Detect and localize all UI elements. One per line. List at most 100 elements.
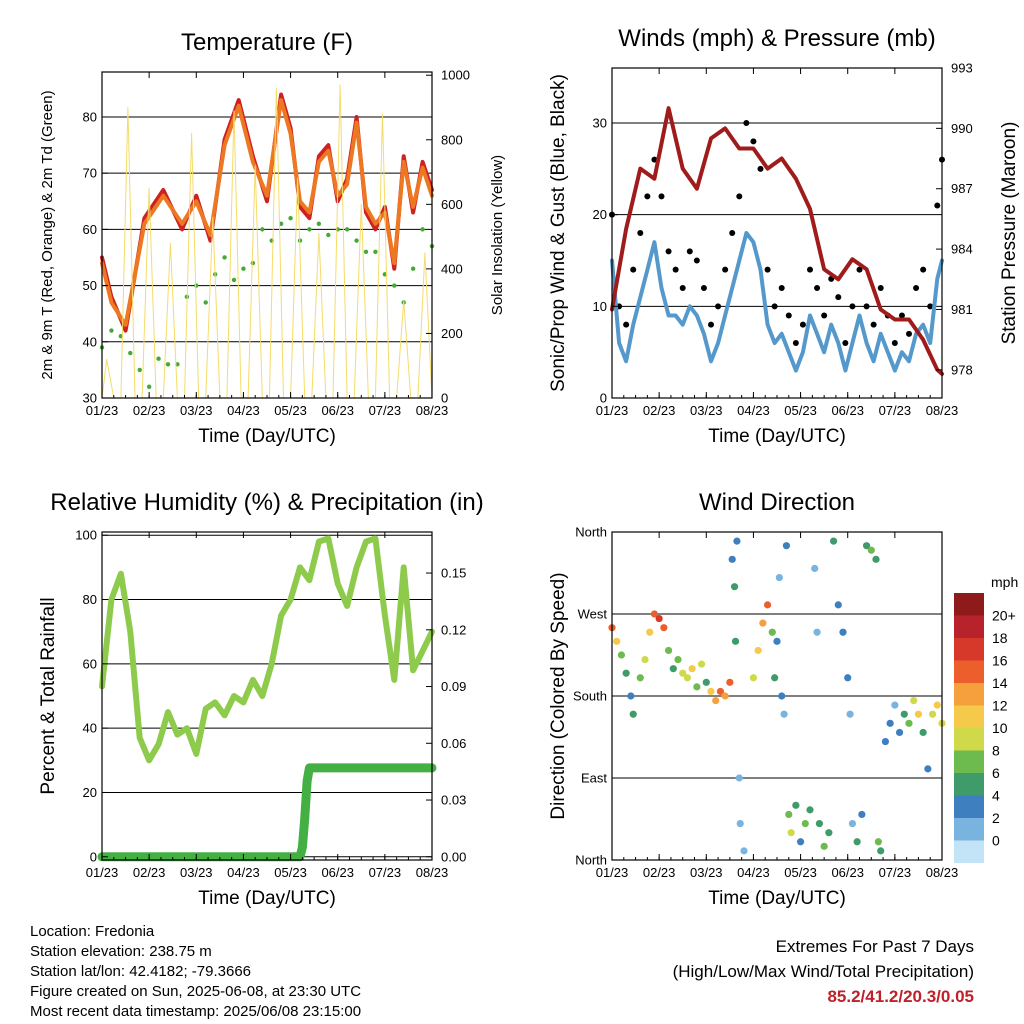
wind_direction-xtick-label: 04/23 [737, 865, 770, 880]
humidity-ytick-label: 60 [83, 656, 97, 671]
temperature-xtick-label: 01/23 [86, 403, 119, 418]
winds-gust-point [644, 193, 651, 200]
wind-direction-point [848, 819, 857, 828]
temperature-xlabel: Time (Day/UTC) [198, 426, 336, 447]
temperature-solar-line [101, 84, 433, 399]
wind_direction-ytick-label: North [575, 525, 607, 540]
winds-xtick-label: 02/23 [643, 403, 676, 418]
wind-direction-point [664, 646, 673, 655]
wind-direction-point [768, 628, 776, 636]
winds-gust-point [799, 321, 806, 328]
winds-gust-point [686, 248, 693, 255]
winds-gust-point [679, 285, 686, 291]
winds-gust-point [743, 120, 750, 126]
speed-legend-title: mph [991, 574, 1018, 590]
winds-gust-point [750, 138, 757, 145]
speed-legend-label: 8 [992, 743, 1000, 759]
wind_direction-ytick-label: East [581, 771, 607, 786]
station-latlon: Station lat/lon: 42.4182; -79.3666 [30, 963, 252, 980]
humidity-ytick-right-label: 0.12 [441, 622, 466, 637]
wind-direction-point [806, 806, 814, 814]
wind-direction-point [928, 710, 937, 718]
wind-direction-point [683, 674, 692, 682]
winds-gust-point [665, 248, 672, 255]
wind-direction-point [924, 765, 932, 773]
wind-direction-point [811, 564, 819, 573]
wind-direction-point [839, 628, 847, 636]
temperature-panel: Temperature (F) 01/23 02/23 03/23 04/23 05/23… [39, 29, 506, 447]
temperature-dewpoint-point [137, 367, 142, 373]
winds-ytick-right-label: 981 [951, 302, 973, 317]
winds-gust-point [693, 257, 700, 264]
speed-legend-swatch [954, 818, 984, 841]
wind-direction-point [728, 555, 736, 563]
wind-direction-point [910, 696, 918, 705]
extremes-legend: (High/Low/Max Wind/Total Precipitation) [672, 962, 974, 981]
temperature-ytick-label: 80 [83, 109, 97, 124]
wind-direction-point [834, 601, 842, 609]
winds-gust-point [863, 303, 870, 310]
winds-gust-point [785, 312, 792, 319]
temperature-xtick-label: 06/23 [321, 403, 354, 418]
temperature-dewpoint-point [194, 283, 199, 288]
wind-direction-point [735, 774, 743, 782]
winds-gust-point [891, 340, 898, 346]
speed-legend-label: 2 [992, 810, 1000, 826]
wind-direction-point [736, 819, 744, 828]
wind-direction-point [617, 651, 626, 659]
winds-gust-point [842, 340, 849, 346]
temperature-dewpoint-point [410, 266, 416, 271]
winds-gust-point [821, 312, 828, 319]
temperature-dewpoint-point [326, 232, 331, 238]
wind-direction-point [853, 838, 861, 846]
temperature-dewpoint-point [354, 238, 359, 243]
wind-direction-point [655, 614, 663, 623]
winds-gust-point [877, 285, 884, 291]
station-info: Location: Fredonia Station elevation: 23… [30, 922, 361, 1022]
temperature-dewpoint-point [373, 249, 378, 255]
wind-direction-point [712, 696, 720, 705]
wind-direction-point [846, 710, 854, 718]
speed-legend-label: 18 [992, 630, 1008, 646]
winds-xtick-label: 07/23 [879, 403, 912, 418]
winds-ytick-label: 10 [593, 299, 607, 314]
temperature-dewpoint-point [203, 300, 208, 305]
speed-legend-label: 12 [992, 698, 1008, 714]
wind-direction-point [905, 719, 913, 727]
winds-gust-point [736, 193, 743, 200]
wind_direction-xtick-label: 06/23 [831, 865, 864, 880]
temperature-ytick-label: 30 [83, 391, 97, 406]
wind_direction-ytick-label: South [573, 689, 607, 704]
temperature-dewpoint-point [156, 356, 161, 361]
wind-direction-point [641, 655, 649, 664]
wind-direction-point [688, 665, 696, 673]
temperature-ytick-right-label: 0 [441, 391, 448, 406]
wind-direction-point [702, 678, 710, 686]
wind_direction-title: Wind Direction [699, 489, 855, 516]
temperature-ytick-label: 60 [83, 222, 97, 237]
humidity-xtick-label: 01/23 [86, 865, 119, 880]
temperature-ylabel: 2m & 9m T (Red, Orange) & 2m Td (Green) [39, 90, 56, 379]
wind-direction-point [867, 546, 875, 554]
wind-direction-point [674, 655, 682, 664]
speed-legend-label: 16 [992, 653, 1008, 669]
speed-legend: mph 20+ 18 16 14 12 10 8 6 4 2 0 [954, 574, 1018, 863]
wind-direction-point [721, 692, 729, 700]
speed-legend-swatch [954, 638, 984, 661]
winds-gust-point [920, 266, 927, 273]
wind-direction-point [697, 660, 706, 668]
humidity-xtick-label: 02/23 [133, 865, 166, 880]
speed-legend-swatch [954, 840, 984, 863]
wind-direction-point [754, 646, 762, 655]
wind-direction-point [636, 674, 644, 682]
humidity-title: Relative Humidity (%) & Precipitation (i… [50, 489, 483, 516]
wind-direction-point [660, 624, 668, 632]
winds-gust-point [700, 285, 707, 291]
wind-direction-point [613, 637, 621, 645]
wind-direction-point [726, 678, 734, 686]
wind-direction-point [829, 537, 838, 545]
wind-direction-point [775, 573, 783, 582]
speed-legend-swatch [954, 795, 984, 818]
winds-gust-point [792, 340, 799, 346]
